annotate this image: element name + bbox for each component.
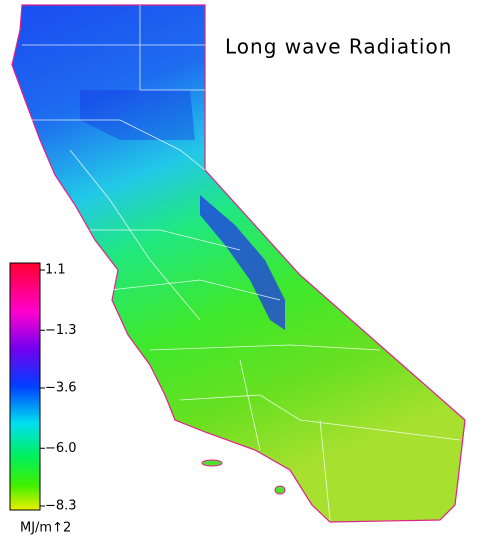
- county-line: [179, 394, 461, 441]
- legend-unit: MJ/m↑2: [20, 521, 71, 536]
- county-line: [319, 419, 331, 521]
- color-bar: [9, 262, 41, 511]
- california: [11, 4, 466, 523]
- county-line: [90, 229, 241, 251]
- map-title: Long wave Radiation: [225, 35, 452, 59]
- county-line: [239, 359, 261, 451]
- county-line: [149, 344, 381, 351]
- county-line: [30, 119, 206, 171]
- island: [201, 459, 223, 467]
- color-legend: MJ/m↑2 1.1 −1.3 −3.6 −6.0 −8.3: [9, 262, 77, 536]
- county-line: [109, 279, 281, 301]
- tick-label: 1.1: [45, 263, 66, 278]
- island: [274, 485, 286, 495]
- tick-label: −1.3: [45, 323, 77, 338]
- county-line: [69, 149, 201, 321]
- north-band: [80, 90, 195, 140]
- tick-label: −3.6: [45, 381, 77, 396]
- tick-label: −6.0: [45, 441, 77, 456]
- county-line: [139, 5, 205, 91]
- tick-label: −8.3: [45, 499, 77, 514]
